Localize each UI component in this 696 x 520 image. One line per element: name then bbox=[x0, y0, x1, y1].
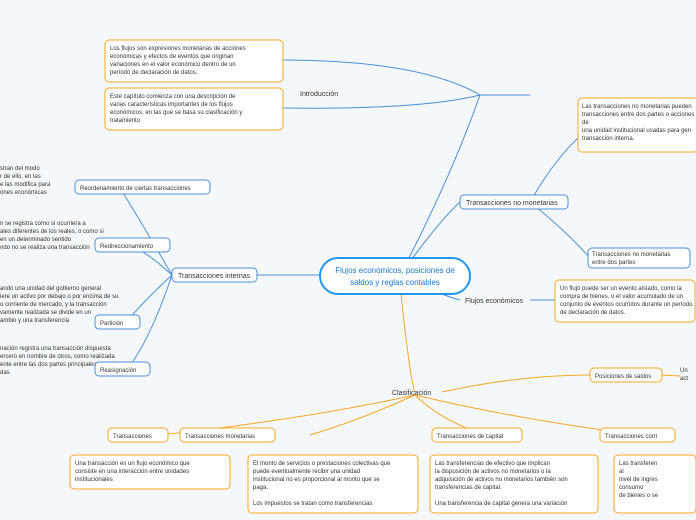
text: Un flujo puede ser un evento aislado, co… bbox=[560, 286, 682, 292]
text: Este capítulo comienza con una descripci… bbox=[110, 94, 236, 100]
text: consumo bbox=[619, 485, 644, 491]
text: ones económicas bbox=[0, 190, 47, 196]
text: r de ello, en las bbox=[0, 174, 41, 180]
mindmap-canvas: Los flujos son expresiones monetarias de… bbox=[0, 0, 696, 520]
text: nivel de ingres bbox=[619, 477, 658, 483]
text: institucionales bbox=[75, 477, 113, 483]
text: Transacciones no monetarias bbox=[592, 252, 670, 258]
text: Transacciones monetarias bbox=[185, 434, 255, 440]
text: variaciones en el valor económico dentro… bbox=[110, 62, 236, 68]
text: vamente realizada se divide en un bbox=[0, 310, 91, 316]
text: ales diferentes de los reales, o como si bbox=[0, 229, 104, 235]
text: adquisición de activos no monetarios tam… bbox=[435, 477, 568, 483]
text: transacciones entre dos partes o accione… bbox=[582, 112, 694, 118]
text: ercero en nombre de otros, como realizad… bbox=[0, 354, 115, 360]
text: El monto de servicios o prestaciones col… bbox=[253, 461, 391, 467]
text: Un bbox=[680, 368, 688, 374]
text: al bbox=[619, 469, 624, 475]
text: n se registra como si ocurriera a bbox=[0, 221, 86, 227]
flujos-label: Flujos económicos bbox=[465, 298, 523, 305]
clasif-label: Clasificación bbox=[392, 390, 431, 397]
text: institucional no es proporcional al mont… bbox=[253, 477, 380, 483]
text: tratamiento bbox=[110, 118, 141, 124]
text: de bbox=[582, 120, 589, 126]
link bbox=[530, 202, 590, 258]
text: puede eventualmente recibir una unidad bbox=[253, 469, 360, 475]
text: stran del modo bbox=[0, 166, 40, 172]
center-node[interactable] bbox=[320, 258, 470, 294]
text: Transacciones de capital bbox=[437, 434, 503, 440]
text: Una transacción es un flujo económico qu… bbox=[75, 461, 190, 467]
text: económicos, en las que se basa su clasif… bbox=[110, 110, 242, 116]
text: de declaración de datos. bbox=[560, 310, 626, 316]
text: Posiciones de saldos bbox=[595, 374, 651, 380]
text: período de declaración de datos. bbox=[110, 70, 198, 76]
text: ente entre las dos partes principales bbox=[0, 362, 96, 368]
text: paga. bbox=[253, 485, 268, 491]
text: Las transferen bbox=[619, 461, 657, 467]
link bbox=[442, 375, 590, 392]
text: ambio y una transferencia bbox=[0, 318, 70, 324]
text: transacción interna. bbox=[582, 136, 635, 142]
link bbox=[660, 375, 680, 376]
center-text-1: Flujos económicos, posiciones de bbox=[335, 266, 455, 275]
text: de bienes o se bbox=[619, 493, 659, 499]
link bbox=[400, 285, 415, 392]
text: Las transferencias de efectivo que impli… bbox=[435, 461, 550, 467]
text: Transacciones no monetarias bbox=[466, 200, 558, 207]
text: Las transacciones no monetarias pueden bbox=[582, 104, 692, 110]
text: Reasignación bbox=[100, 368, 136, 374]
text: ando una unidad del gobierno general bbox=[0, 286, 101, 292]
link bbox=[400, 95, 530, 275]
text: Reordenamiento de ciertas transacciones bbox=[80, 186, 191, 192]
text: la disposición de activos no monetarios … bbox=[435, 469, 551, 475]
text: en un determinado sentido bbox=[0, 237, 72, 243]
text: das. bbox=[0, 370, 12, 376]
text: Partición bbox=[100, 321, 123, 327]
center-text-2: saldos y reglas contables bbox=[350, 278, 440, 287]
text: iere un activo por debajo o por encima d… bbox=[0, 294, 118, 300]
text: consiste en una interacción entre unidad… bbox=[75, 469, 189, 475]
text: Transacciones corri bbox=[605, 434, 657, 440]
link bbox=[120, 188, 172, 275]
text: act bbox=[680, 376, 688, 382]
link bbox=[128, 275, 172, 320]
link bbox=[310, 395, 415, 435]
text: e las modifica para bbox=[0, 182, 51, 188]
text: conjunto de eventos ocurridos durante un… bbox=[560, 302, 693, 308]
text: transferencias de capital. bbox=[435, 485, 502, 491]
text: varias características importantes de lo… bbox=[110, 102, 233, 108]
text: Transacciones bbox=[113, 434, 152, 440]
text: compra de bienes, o el valor acumulado d… bbox=[560, 294, 683, 300]
text: Redireccionamiento bbox=[100, 244, 154, 250]
text: entre dos partes bbox=[592, 260, 635, 266]
text: Una transferencia de capital genera una … bbox=[435, 501, 567, 507]
text: económicas y efectos de eventos que orig… bbox=[110, 54, 233, 60]
intro-label: Introducción bbox=[300, 91, 338, 98]
text: ndo no se realiza una transacción bbox=[0, 245, 90, 251]
link bbox=[280, 60, 480, 95]
text: o corriente de mercado, y la transacción bbox=[0, 302, 107, 308]
text: Transacciones internas bbox=[178, 273, 251, 280]
text: Los flujos son expresiones monetarias de… bbox=[110, 46, 246, 52]
text: nación registra una transacción dispuest… bbox=[0, 346, 111, 352]
text: Los impuestos se tratan como transferenc… bbox=[253, 501, 372, 507]
text: una unidad institucional usadas para gen bbox=[582, 128, 691, 134]
